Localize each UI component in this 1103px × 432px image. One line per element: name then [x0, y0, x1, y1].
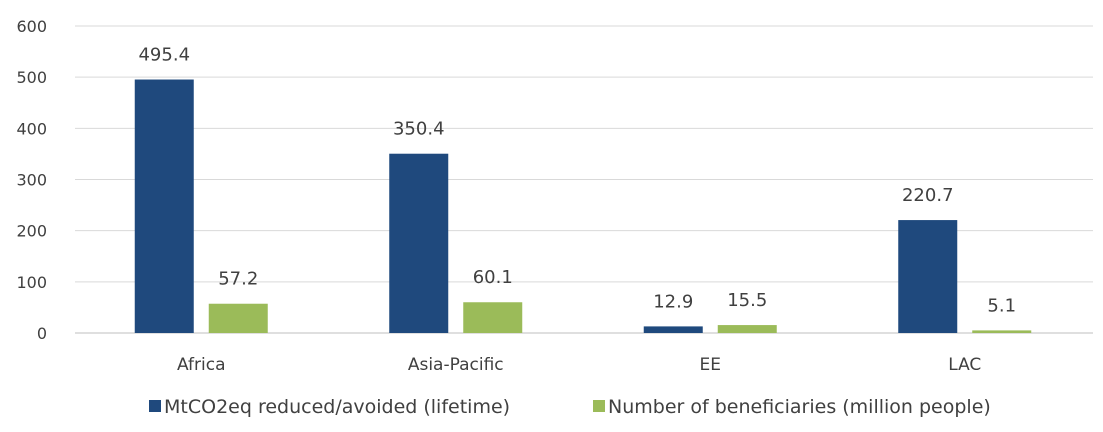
y-tick-label: 300 [16, 171, 47, 190]
data-label: 57.2 [218, 269, 258, 290]
y-tick-label: 0 [37, 324, 47, 343]
legend-swatch [593, 400, 605, 412]
y-tick-label: 200 [16, 222, 47, 241]
data-label: 495.4 [138, 45, 190, 66]
y-tick-label: 500 [16, 68, 47, 87]
y-tick-label: 400 [16, 119, 47, 138]
data-label: 12.9 [653, 291, 693, 312]
data-label: 350.4 [393, 119, 445, 140]
x-tick-label: Africa [177, 355, 226, 375]
data-label: 220.7 [902, 185, 954, 206]
legend-label: MtCO2eq reduced/avoided (lifetime) [164, 396, 510, 418]
y-tick-label: 600 [16, 17, 47, 36]
bar-beneficiaries [208, 303, 268, 333]
legend-label: Number of beneficiaries (million people) [608, 396, 991, 418]
y-tick-label: 100 [16, 273, 47, 292]
data-label: 60.1 [473, 267, 513, 288]
bar-co2 [389, 153, 449, 333]
bar-co2 [643, 326, 703, 333]
legend-swatch [149, 400, 161, 412]
data-label: 5.1 [987, 295, 1016, 316]
x-tick-label: LAC [948, 355, 981, 375]
data-label: 15.5 [727, 290, 767, 311]
bar-co2 [898, 220, 958, 333]
x-tick-label: EE [700, 355, 721, 375]
bar-beneficiaries [717, 325, 777, 333]
bar-co2 [134, 79, 194, 334]
bar-beneficiaries [463, 302, 523, 333]
x-tick-label: Asia-Pacific [408, 355, 504, 375]
bar-beneficiaries [972, 330, 1032, 333]
